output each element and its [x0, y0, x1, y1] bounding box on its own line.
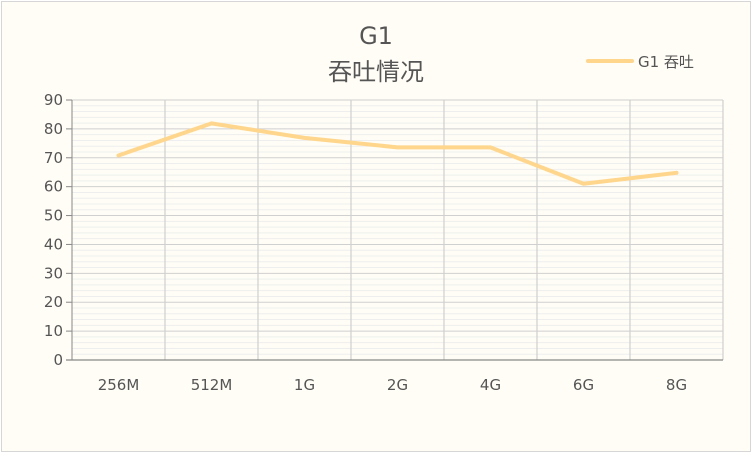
legend-label: G1 吞吐 — [638, 53, 694, 71]
y-tick-label: 90 — [44, 91, 63, 109]
chart-title: G1 — [359, 22, 393, 50]
y-tick-label: 80 — [44, 120, 63, 138]
chart-subtitle: 吞吐情况 — [328, 58, 424, 86]
x-tick-label: 2G — [387, 376, 408, 394]
y-tick-label: 50 — [44, 207, 63, 225]
axes — [66, 100, 723, 361]
x-tick-label: 1G — [294, 376, 315, 394]
x-tick-label: 4G — [480, 376, 501, 394]
y-tick-label: 30 — [44, 264, 63, 282]
y-tick-label: 20 — [44, 293, 63, 311]
y-axis-ticks: 0 10 20 30 40 50 60 70 80 90 — [44, 91, 72, 369]
x-axis-ticks: 256M 512M 1G 2G 4G 6G 8G — [98, 376, 687, 394]
x-tick-label: 6G — [573, 376, 594, 394]
x-tick-label: 512M — [191, 376, 233, 394]
y-tick-label: 60 — [44, 178, 63, 196]
y-tick-label: 10 — [44, 322, 63, 340]
chart-frame — [1, 1, 751, 452]
series-layer — [116, 121, 679, 186]
legend[interactable]: G1 吞吐 — [586, 53, 694, 71]
y-tick-label: 40 — [44, 235, 63, 253]
y-tick-label: 0 — [53, 351, 63, 369]
y-tick-label: 70 — [44, 149, 63, 167]
x-tick-label: 8G — [666, 376, 687, 394]
series-line — [116, 121, 679, 186]
grid — [72, 99, 724, 360]
x-tick-label: 256M — [98, 376, 140, 394]
